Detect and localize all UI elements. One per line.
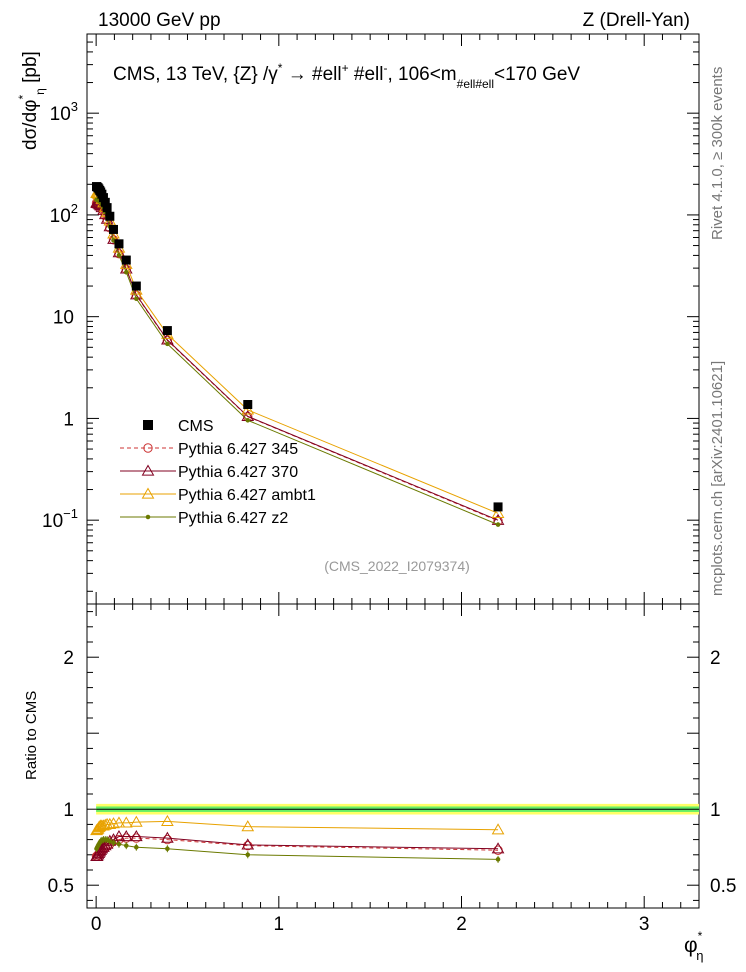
cms-data-point [108,224,118,234]
series-3-main-point [134,296,139,302]
y-tick-label: 10 [53,308,74,329]
legend-series-marker [143,443,153,453]
series-1-ratio-point [129,830,143,842]
series-2-ratio-point [112,816,126,828]
series-3-main-point [165,341,170,347]
series-2-main-point [241,403,255,415]
series-1-ratio-point [161,831,174,843]
series-3-main-point [116,253,122,258]
ratio-y-tick-label: 2 [63,648,74,669]
legend-cms-label: CMS [178,418,214,435]
ratio-plot-frame [86,603,700,909]
series-2-ratio-point [129,815,143,827]
series-2-ratio-point [98,818,112,830]
series-1-ratio-point [241,838,255,850]
series-2-ratio-point [161,814,174,826]
cms-data-point [121,255,131,265]
series-0-ratio-line [96,837,499,857]
x-tick-label: 2 [456,914,467,935]
legend-series-label: Pythia 6.427 345 [178,441,298,458]
series-2-ratio-line [96,820,499,831]
main-y-axis-label: dσ/dφ*η [pb] [16,51,47,150]
analysis-id-label: (CMS_2022_I2079374) [324,558,470,574]
series-1-main-point [107,232,120,244]
ratio-y-tick-label-right: 1 [710,800,721,821]
cms-data-point [114,239,124,249]
x-tick-label: 3 [639,914,650,935]
cms-data-point [162,326,172,336]
ratio-y-tick-label: 1 [63,800,74,821]
legend-series-label: Pythia 6.427 370 [178,464,298,481]
series-2-ratio-point [241,820,255,832]
cms-data-series [91,182,503,512]
plot-title: CMS, 13 TeV, {Z} /γ* → #ell+ #ell-, 106<… [113,61,580,91]
cms-data-point [100,197,110,207]
header-left-label: 13000 GeV pp [98,10,221,31]
series-3-main-point [495,522,501,527]
ratio-y-axis-label: Ratio to CMS [23,691,40,780]
series-0-ratio-point [243,840,253,851]
series-3-main-point [123,269,129,275]
legend-cms-marker [143,420,153,430]
series-3-ratio-line [96,839,499,860]
legend-series-label: Pythia 6.427 ambt1 [178,487,316,504]
y-tick-label: 10−1 [42,506,78,532]
y-tick-label: 103 [50,99,78,125]
ratio-uncertainty-band [96,803,699,815]
cms-data-point [105,211,115,221]
legend-series-marker [145,514,151,520]
series-2-ratio-point [103,817,117,830]
cms-data-point [102,203,112,213]
ratio-y-tick-label-right: 0.5 [710,876,736,897]
series-2-ratio-point [491,823,505,835]
legend-series-label: Pythia 6.427 z2 [178,510,288,527]
x-tick-label: 1 [274,914,285,935]
x-axis-label: φ* η [684,929,704,963]
series-1-ratio-point [119,830,133,842]
mc-series [90,186,505,863]
header-right-label: Z (Drell-Yan) [583,10,690,31]
series-2-main-point [491,506,505,518]
series-1-ratio-point [97,840,110,852]
cms-data-point [131,281,141,291]
legend-series-marker [141,464,155,476]
cms-data-point [493,502,503,512]
ratio-y-tick-label-right: 2 [710,648,721,669]
rivet-version-label: Rivet 4.1.0, ≥ 300k events [709,67,726,240]
mcplots-source-label: mcplots.cern.ch [arXiv:2401.10621] [709,361,726,596]
series-1-ratio-line [96,836,499,857]
legend: CMS Pythia 6.427 345 Pythia 6.427 370 Pythi… [120,418,316,527]
y-tick-label: 1 [63,409,74,430]
ratio-y-tick-label: 0.5 [48,876,74,897]
legend-series-marker [141,487,155,499]
series-3-main-point [245,417,251,423]
series-1-ratio-point [491,842,505,854]
y-tick-label: 102 [50,201,78,227]
series-2-ratio-point [119,816,133,828]
x-tick-label: 0 [91,914,102,935]
cms-data-point [243,400,253,410]
cms-data-point [98,193,108,203]
